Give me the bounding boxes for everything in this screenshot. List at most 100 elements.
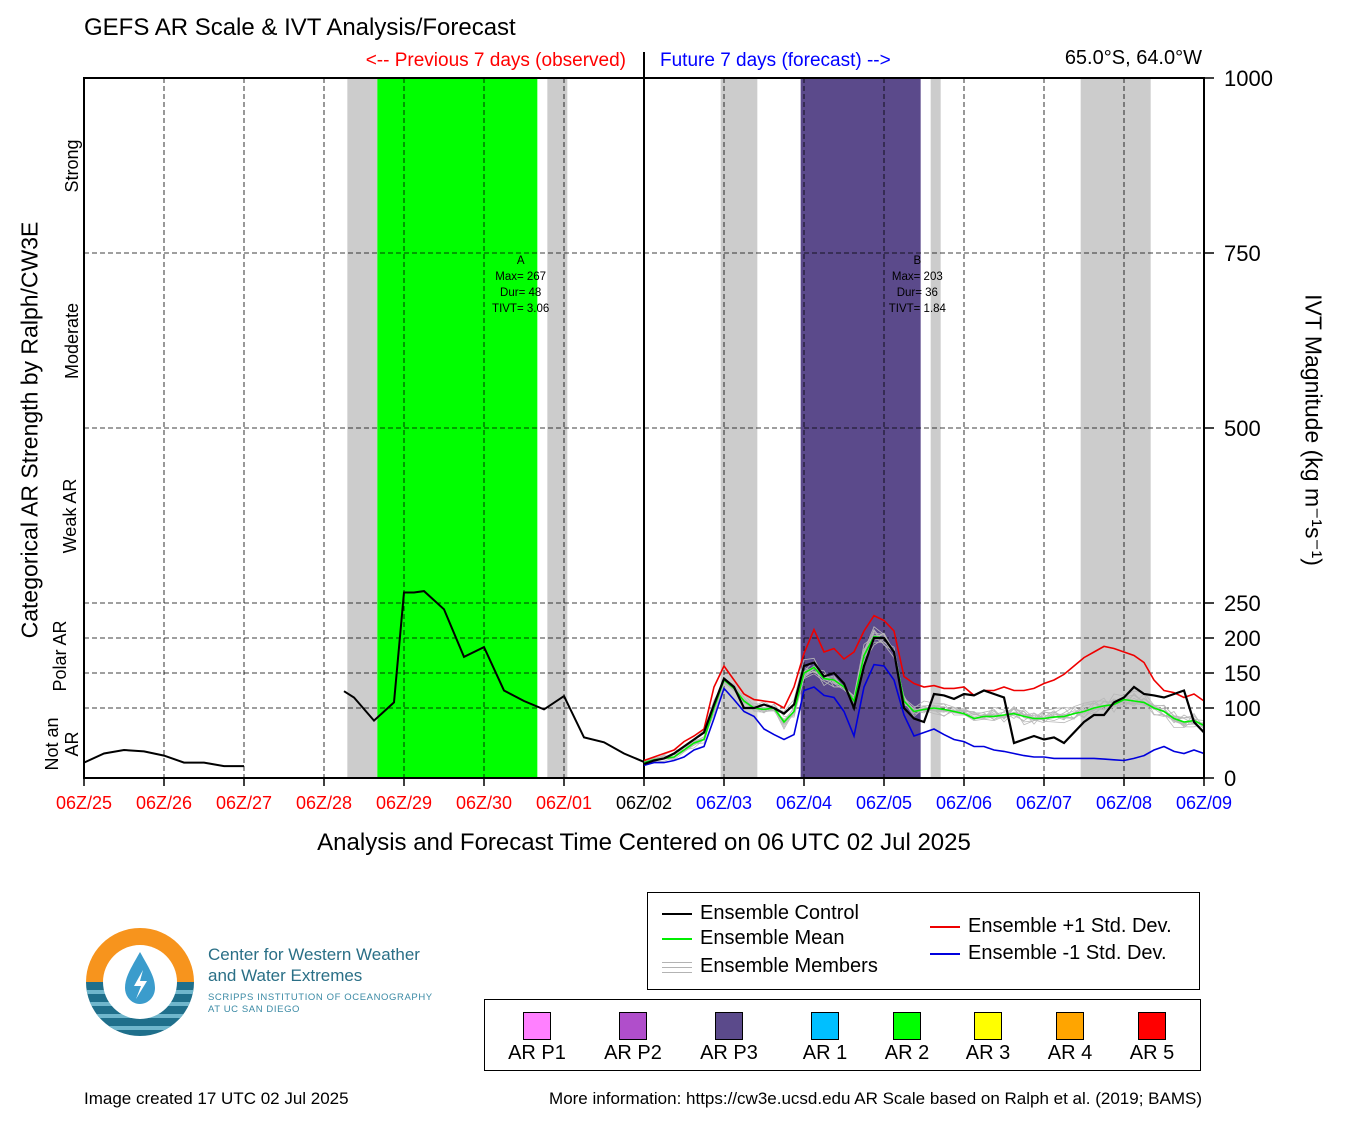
xtick-label-06Z/09: 06Z/09 [1176, 793, 1232, 813]
category-polar: Polar AR [50, 620, 70, 692]
ar-scale-2-label: AR 2 [884, 1042, 930, 1064]
event-1-line-4: TIVT= 3.06 [492, 303, 549, 315]
ensemble-control-line [643, 636, 1205, 766]
category-moderate: Moderate [62, 302, 82, 380]
legend-members-swatch [662, 959, 692, 975]
ar-scale-p3-swatch [715, 1012, 743, 1040]
ar-scale-2-swatch [893, 1012, 921, 1040]
ar-scale-p2-label: AR P2 [604, 1042, 662, 1064]
logo-title: Center for Western Weather and Water Ext… [208, 944, 420, 986]
xtick-label-06Z/06: 06Z/06 [936, 793, 992, 813]
xtick-label-06Z/26: 06Z/26 [136, 793, 192, 813]
ar-scale-1-swatch [811, 1012, 839, 1040]
ar-scale-5-swatch [1138, 1012, 1166, 1040]
ar-scale-p1-label: AR P1 [508, 1042, 566, 1064]
event-annotations: A Max= 267 Dur= 48 TIVT= 3.06 B Max= 203 Dur= … [492, 255, 946, 315]
legend-plus-std: Ensemble +1 Std. Dev. [930, 915, 1172, 938]
line-legend: Ensemble Control Ensemble Mean Ensemble … [647, 892, 1200, 990]
ytick-label-0: 0 [1224, 766, 1236, 791]
category-not-ar-line1: Not an [42, 717, 62, 771]
ytick-label-200: 200 [1224, 626, 1261, 651]
ar-scale-p2-swatch [619, 1012, 647, 1040]
ar-scale-3-label: AR 3 [965, 1042, 1011, 1064]
observed-ivt-line-1 [83, 748, 244, 768]
legend-members: Ensemble Members [662, 955, 878, 978]
category-not-ar-line2: AR [62, 731, 82, 757]
legend-mean-label: Ensemble Mean [700, 927, 845, 949]
ar-scale-3: AR 3 [948, 1012, 1028, 1065]
event-1-line-2: Max= 267 [495, 271, 546, 283]
more-info-text: More information: https://cw3e.ucsd.edu … [549, 1089, 1202, 1108]
y-axis-label-left: Categorical AR Strength by Ralph/CW3E [16, 221, 43, 639]
category-strong: Strong [62, 139, 82, 193]
xtick-label-06Z/25: 06Z/25 [56, 793, 112, 813]
legend-minus-swatch [930, 952, 960, 955]
xtick-label-06Z/27: 06Z/27 [216, 793, 272, 813]
logo-subtitle-line1: SCRIPPS INSTITUTION OF OCEANOGRAPHY [208, 992, 433, 1003]
event-2-line-2: Max= 203 [892, 271, 943, 283]
logo-title-line2: and Water Extremes [208, 966, 363, 985]
ar-scale-2: AR 2 [867, 1012, 947, 1065]
axes: 0 100 150 200 250 500 750 1000 06Z/25 06Z/26 06Z/2… [56, 66, 1273, 813]
xtick-label-06Z/04: 06Z/04 [776, 793, 832, 813]
legend-control: Ensemble Control [662, 902, 859, 925]
y-axis-label-right: IVT Magnitude (kg m⁻¹s⁻¹) [1300, 294, 1327, 566]
ar-scale-p1: AR P1 [497, 1012, 577, 1065]
xtick-label-06Z/05: 06Z/05 [856, 793, 912, 813]
x-axis-label: Analysis and Forecast Time Centered on 0… [317, 829, 971, 856]
ar-scale-5: AR 5 [1112, 1012, 1192, 1065]
ar-scale-5-label: AR 5 [1129, 1042, 1175, 1064]
previous-days-label: <-- Previous 7 days (observed) [365, 50, 626, 71]
ytick-label-1000: 1000 [1224, 66, 1273, 91]
ytick-label-150: 150 [1224, 661, 1261, 686]
legend-mean-swatch [662, 937, 692, 940]
ar-scale-4-label: AR 4 [1047, 1042, 1093, 1064]
observed-line [83, 590, 645, 768]
ar-scale-p2: AR P2 [593, 1012, 673, 1065]
chart-title: GEFS AR Scale & IVT Analysis/Forecast [84, 14, 516, 41]
ensemble-plus-std-line [643, 614, 1205, 762]
ytick-label-100: 100 [1224, 696, 1261, 721]
ar-scale-p3-label: AR P3 [700, 1042, 758, 1064]
image-created-text: Image created 17 UTC 02 Jul 2025 [84, 1089, 349, 1108]
logo-title-line1: Center for Western Weather [208, 945, 420, 964]
location-label: 65.0°S, 64.0°W [1064, 47, 1202, 69]
ar-scale-4: AR 4 [1030, 1012, 1110, 1065]
xtick-label-06Z/28: 06Z/28 [296, 793, 352, 813]
event-2-line-1: B [913, 255, 921, 267]
ensemble-minus-std-line [643, 663, 1205, 767]
ar-scale-legend: AR P1 AR P2 AR P3 AR 1 AR 2 AR 3 AR 4 AR… [484, 999, 1201, 1071]
ar-scale-p1-swatch [523, 1012, 551, 1040]
xtick-label-06Z/29: 06Z/29 [376, 793, 432, 813]
ytick-label-250: 250 [1224, 591, 1261, 616]
xtick-label-06Z/01: 06Z/01 [536, 793, 592, 813]
event-1-line-3: Dur= 48 [500, 287, 541, 299]
xtick-label-06Z/03: 06Z/03 [696, 793, 752, 813]
ensemble-lines [643, 614, 1205, 767]
xtick-label-06Z/30: 06Z/30 [456, 793, 512, 813]
xtick-label-06Z/02: 06Z/02 [616, 793, 672, 813]
legend-minus-std: Ensemble -1 Std. Dev. [930, 942, 1167, 965]
xtick-label-06Z/08: 06Z/08 [1096, 793, 1152, 813]
grid-lines [84, 52, 1204, 778]
ar-scale-4-swatch [1056, 1012, 1084, 1040]
event-2-line-4: TIVT= 1.84 [889, 303, 947, 315]
legend-members-label: Ensemble Members [700, 955, 878, 977]
legend-plus-label: Ensemble +1 Std. Dev. [968, 915, 1172, 937]
ar-scale-1-label: AR 1 [802, 1042, 848, 1064]
ar-period-1 [377, 78, 538, 778]
category-weak: Weak AR [60, 478, 80, 554]
observed-ivt-line-2 [343, 590, 645, 763]
event-1-line-1: A [517, 255, 525, 267]
xtick-label-06Z/07: 06Z/07 [1016, 793, 1072, 813]
logo-subtitle: SCRIPPS INSTITUTION OF OCEANOGRAPHY AT U… [208, 992, 433, 1016]
event-2-line-3: Dur= 36 [897, 287, 938, 299]
ar-scale-3-swatch [974, 1012, 1002, 1040]
future-days-label: Future 7 days (forecast) --> [660, 50, 891, 71]
legend-minus-label: Ensemble -1 Std. Dev. [968, 942, 1167, 964]
legend-control-label: Ensemble Control [700, 902, 859, 924]
ensemble-member-10 [643, 636, 1205, 765]
ytick-label-750: 750 [1224, 241, 1261, 266]
legend-control-swatch [662, 912, 692, 915]
